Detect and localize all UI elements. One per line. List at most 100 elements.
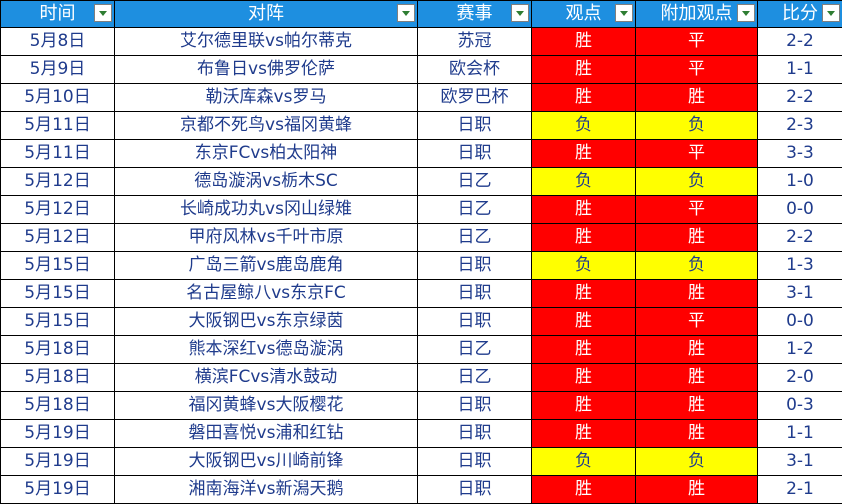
- view-cell[interactable]: 胜: [532, 476, 636, 504]
- date-cell[interactable]: 5月11日: [1, 112, 115, 140]
- extra-view-cell[interactable]: 胜: [636, 224, 758, 252]
- filter-dropdown-icon[interactable]: [737, 4, 755, 22]
- extra-view-cell[interactable]: 平: [636, 28, 758, 56]
- match-cell[interactable]: 横滨FCvs清水鼓动: [115, 364, 418, 392]
- extra-view-cell[interactable]: 胜: [636, 476, 758, 504]
- extra-view-cell[interactable]: 平: [636, 56, 758, 84]
- match-cell[interactable]: 大阪钢巴vs东京绿茵: [115, 308, 418, 336]
- view-cell[interactable]: 负: [532, 168, 636, 196]
- score-cell[interactable]: 2-1: [758, 476, 842, 504]
- date-cell[interactable]: 5月18日: [1, 364, 115, 392]
- date-cell[interactable]: 5月12日: [1, 224, 115, 252]
- extra-view-cell[interactable]: 平: [636, 308, 758, 336]
- date-cell[interactable]: 5月15日: [1, 280, 115, 308]
- score-cell[interactable]: 2-2: [758, 224, 842, 252]
- score-cell[interactable]: 1-1: [758, 56, 842, 84]
- match-cell[interactable]: 大阪钢巴vs川崎前锋: [115, 448, 418, 476]
- match-cell[interactable]: 艾尔德里联vs帕尔蒂克: [115, 28, 418, 56]
- score-cell[interactable]: 1-2: [758, 336, 842, 364]
- league-cell[interactable]: 日职: [418, 308, 532, 336]
- date-cell[interactable]: 5月19日: [1, 476, 115, 504]
- extra-view-cell[interactable]: 胜: [636, 364, 758, 392]
- league-cell[interactable]: 欧会杯: [418, 56, 532, 84]
- league-cell[interactable]: 日职: [418, 420, 532, 448]
- match-cell[interactable]: 勒沃库森vs罗马: [115, 84, 418, 112]
- match-cell[interactable]: 磐田喜悦vs浦和红钻: [115, 420, 418, 448]
- view-cell[interactable]: 负: [532, 112, 636, 140]
- extra-view-cell[interactable]: 胜: [636, 84, 758, 112]
- league-cell[interactable]: 日乙: [418, 168, 532, 196]
- match-cell[interactable]: 广岛三箭vs鹿岛鹿角: [115, 252, 418, 280]
- view-cell[interactable]: 胜: [532, 280, 636, 308]
- date-cell[interactable]: 5月10日: [1, 84, 115, 112]
- league-cell[interactable]: 日职: [418, 140, 532, 168]
- match-cell[interactable]: 名古屋鲸八vs东京FC: [115, 280, 418, 308]
- league-cell[interactable]: 日乙: [418, 224, 532, 252]
- match-cell[interactable]: 长崎成功丸vs冈山绿雉: [115, 196, 418, 224]
- score-cell[interactable]: 0-0: [758, 308, 842, 336]
- score-cell[interactable]: 0-0: [758, 196, 842, 224]
- filter-dropdown-icon[interactable]: [511, 4, 529, 22]
- date-cell[interactable]: 5月18日: [1, 336, 115, 364]
- score-cell[interactable]: 2-0: [758, 364, 842, 392]
- extra-view-cell[interactable]: 负: [636, 252, 758, 280]
- view-cell[interactable]: 胜: [532, 140, 636, 168]
- filter-dropdown-icon[interactable]: [397, 4, 415, 22]
- date-cell[interactable]: 5月15日: [1, 308, 115, 336]
- score-cell[interactable]: 1-3: [758, 252, 842, 280]
- extra-view-cell[interactable]: 胜: [636, 336, 758, 364]
- match-cell[interactable]: 福冈黄蜂vs大阪樱花: [115, 392, 418, 420]
- score-cell[interactable]: 3-1: [758, 280, 842, 308]
- view-cell[interactable]: 胜: [532, 196, 636, 224]
- extra-view-cell[interactable]: 负: [636, 112, 758, 140]
- match-cell[interactable]: 布鲁日vs佛罗伦萨: [115, 56, 418, 84]
- view-cell[interactable]: 负: [532, 448, 636, 476]
- filter-dropdown-icon[interactable]: [94, 4, 112, 22]
- date-cell[interactable]: 5月9日: [1, 56, 115, 84]
- date-cell[interactable]: 5月19日: [1, 420, 115, 448]
- match-cell[interactable]: 德岛漩涡vs栃木SC: [115, 168, 418, 196]
- extra-view-cell[interactable]: 负: [636, 168, 758, 196]
- score-cell[interactable]: 3-1: [758, 448, 842, 476]
- view-cell[interactable]: 胜: [532, 28, 636, 56]
- score-cell[interactable]: 2-2: [758, 84, 842, 112]
- date-cell[interactable]: 5月12日: [1, 168, 115, 196]
- extra-view-cell[interactable]: 胜: [636, 392, 758, 420]
- league-cell[interactable]: 日乙: [418, 196, 532, 224]
- score-cell[interactable]: 1-0: [758, 168, 842, 196]
- view-cell[interactable]: 胜: [532, 392, 636, 420]
- league-cell[interactable]: 苏冠: [418, 28, 532, 56]
- match-cell[interactable]: 湘南海洋vs新潟天鹅: [115, 476, 418, 504]
- date-cell[interactable]: 5月12日: [1, 196, 115, 224]
- view-cell[interactable]: 胜: [532, 224, 636, 252]
- score-cell[interactable]: 0-3: [758, 392, 842, 420]
- league-cell[interactable]: 日职: [418, 448, 532, 476]
- league-cell[interactable]: 日职: [418, 280, 532, 308]
- view-cell[interactable]: 胜: [532, 420, 636, 448]
- match-cell[interactable]: 甲府风林vs千叶市原: [115, 224, 418, 252]
- view-cell[interactable]: 胜: [532, 56, 636, 84]
- extra-view-cell[interactable]: 胜: [636, 280, 758, 308]
- view-cell[interactable]: 胜: [532, 336, 636, 364]
- filter-dropdown-icon[interactable]: [615, 4, 633, 22]
- league-cell[interactable]: 日乙: [418, 364, 532, 392]
- date-cell[interactable]: 5月11日: [1, 140, 115, 168]
- league-cell[interactable]: 欧罗巴杯: [418, 84, 532, 112]
- view-cell[interactable]: 胜: [532, 84, 636, 112]
- score-cell[interactable]: 2-3: [758, 112, 842, 140]
- filter-dropdown-icon[interactable]: [822, 4, 840, 22]
- extra-view-cell[interactable]: 平: [636, 196, 758, 224]
- view-cell[interactable]: 胜: [532, 364, 636, 392]
- league-cell[interactable]: 日职: [418, 392, 532, 420]
- league-cell[interactable]: 日职: [418, 476, 532, 504]
- league-cell[interactable]: 日乙: [418, 336, 532, 364]
- view-cell[interactable]: 负: [532, 252, 636, 280]
- score-cell[interactable]: 3-3: [758, 140, 842, 168]
- extra-view-cell[interactable]: 胜: [636, 420, 758, 448]
- extra-view-cell[interactable]: 负: [636, 448, 758, 476]
- date-cell[interactable]: 5月15日: [1, 252, 115, 280]
- extra-view-cell[interactable]: 平: [636, 140, 758, 168]
- league-cell[interactable]: 日职: [418, 112, 532, 140]
- league-cell[interactable]: 日职: [418, 252, 532, 280]
- view-cell[interactable]: 胜: [532, 308, 636, 336]
